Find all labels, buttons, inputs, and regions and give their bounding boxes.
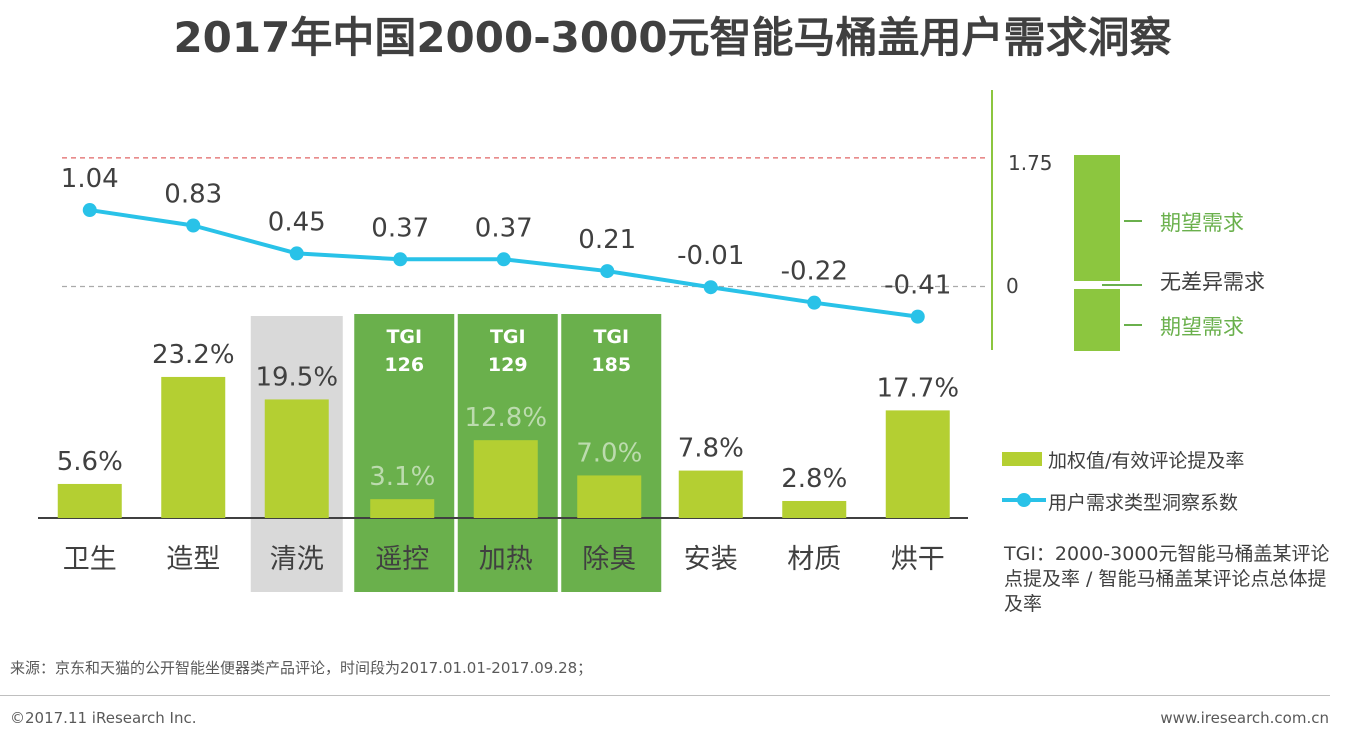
bar-label-4: 12.8% <box>464 403 547 433</box>
bar-label-2: 19.5% <box>255 362 338 392</box>
bar-0 <box>57 483 122 518</box>
category-label-0: 卫生 <box>63 544 117 575</box>
bar-5 <box>577 475 642 518</box>
line-label-1: 0.83 <box>164 179 222 209</box>
line-point-0 <box>82 203 97 218</box>
scale-middle-label: 无差异需求 <box>1160 270 1265 294</box>
category-label-2: 清洗 <box>270 544 324 575</box>
bar-6 <box>678 470 743 518</box>
bar-4 <box>473 440 538 518</box>
scale-zero-value: 0 <box>1006 274 1019 298</box>
page-title: 2017年中国2000-3000元智能马桶盖用户需求洞察 <box>173 13 1172 62</box>
legend-line-marker <box>1017 493 1031 507</box>
bar-label-0: 5.6% <box>57 447 123 477</box>
highlight-column-5 <box>561 314 662 592</box>
bar-8 <box>885 410 950 518</box>
legend-bar-swatch <box>1002 452 1042 466</box>
category-label-7: 材质 <box>787 544 841 575</box>
line-label-7: -0.22 <box>781 257 848 287</box>
scale-top-value: 1.75 <box>1008 151 1053 175</box>
line-point-3 <box>393 252 408 267</box>
bar-label-7: 2.8% <box>781 464 847 494</box>
bar-7 <box>782 500 847 518</box>
bar-label-1: 23.2% <box>152 340 235 370</box>
line-label-0: 1.04 <box>61 164 119 194</box>
tgi-note: TGI：2000-3000元智能马桶盖某评论点提及率 / 智能马桶盖某评论点总体… <box>1004 543 1330 615</box>
bar-1 <box>161 376 226 518</box>
tgi-label-3: TGI <box>386 326 422 348</box>
category-label-3: 遥控 <box>375 544 429 575</box>
bar-label-6: 7.8% <box>678 434 744 464</box>
legend: 加权值/有效评论提及率 用户需求类型洞察系数 <box>1002 450 1244 514</box>
footer-divider <box>0 695 1330 696</box>
tgi-label-4: TGI <box>490 326 526 348</box>
line-label-8: -0.41 <box>884 271 951 301</box>
line-label-6: -0.01 <box>677 241 744 271</box>
tgi-value-4: 129 <box>488 354 528 376</box>
bar-label-8: 17.7% <box>876 373 959 403</box>
line-point-4 <box>496 252 511 267</box>
category-label-5: 除臭 <box>582 544 636 575</box>
category-label-1: 造型 <box>166 544 220 575</box>
category-label-6: 安装 <box>684 544 738 575</box>
line-point-8 <box>910 309 925 324</box>
bar-label-3: 3.1% <box>369 462 435 492</box>
legend-line-label: 用户需求类型洞察系数 <box>1048 492 1238 514</box>
legend-bar-label: 加权值/有效评论提及率 <box>1048 450 1244 472</box>
bar-label-5: 7.0% <box>576 438 642 468</box>
line-label-2: 0.45 <box>268 207 326 237</box>
line-label-4: 0.37 <box>475 213 533 243</box>
scale-upper-label: 期望需求 <box>1160 211 1244 235</box>
category-label-4: 加热 <box>479 544 533 575</box>
line-point-7 <box>807 295 822 310</box>
highlight-column-3 <box>354 314 455 592</box>
line-point-5 <box>600 264 615 279</box>
website-link[interactable]: www.iresearch.com.cn <box>1160 709 1329 727</box>
bar-3 <box>370 499 435 518</box>
line-label-3: 0.37 <box>371 213 429 243</box>
scale-upper-block <box>1074 155 1120 281</box>
copyright: ©2017.11 iResearch Inc. <box>10 709 197 727</box>
tgi-value-3: 126 <box>384 354 424 376</box>
category-label-8: 烘干 <box>891 544 945 575</box>
line-label-5: 0.21 <box>578 225 636 255</box>
scale-legend: 1.75 0 期望需求 无差异需求 期望需求 <box>991 90 1265 351</box>
line-point-1 <box>186 218 201 233</box>
tgi-label-5: TGI <box>593 326 629 348</box>
scale-lower-block <box>1074 289 1120 351</box>
line-point-6 <box>703 280 718 295</box>
tgi-value-5: 185 <box>591 354 631 376</box>
line-point-2 <box>289 246 304 261</box>
source-note: 来源：京东和天猫的公开智能坐便器类产品评论，时间段为2017.01.01-201… <box>10 659 593 677</box>
scale-lower-label: 期望需求 <box>1160 315 1244 339</box>
bar-2 <box>264 399 329 518</box>
